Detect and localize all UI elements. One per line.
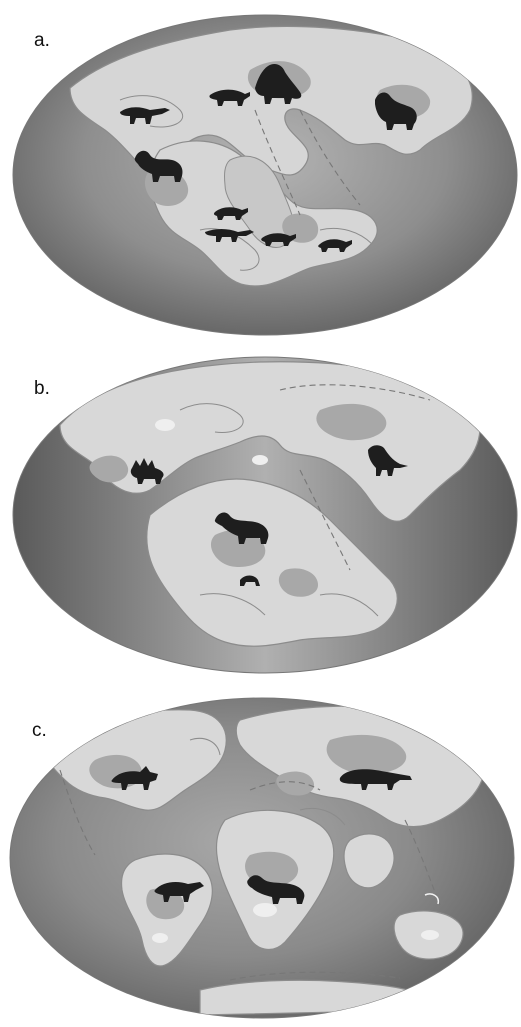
sauropod-silhouette-icon: [247, 875, 305, 904]
coastline-b-2: [199, 593, 266, 616]
coastline-c-2: [299, 807, 346, 826]
theropod-silhouette-icon: [368, 445, 408, 476]
panel-c: c.: [0, 680, 521, 1027]
coastline-a-3: [319, 227, 373, 245]
stegosaur-silhouette-icon: [130, 458, 164, 484]
quadruped-silhouette-icon: [240, 575, 260, 586]
plate-boundary-a-2: [299, 109, 361, 206]
ceratopsian-silhouette-icon: [111, 766, 158, 790]
coastline-b-1: [179, 403, 244, 434]
continent-laurasia-b: [59, 361, 481, 522]
continent-india-c: [343, 833, 395, 889]
lake-c-2: [152, 933, 168, 943]
plate-boundary-c-4: [229, 971, 401, 981]
lake-c-1: [253, 903, 277, 917]
quadruped-silhouette-icon: [318, 239, 352, 252]
panel-label-b: b.: [34, 378, 50, 399]
map-c: [9, 697, 515, 1019]
plate-boundary-b-2: [299, 469, 351, 571]
sauropod-silhouette-icon: [134, 150, 183, 182]
coastline-b-3: [319, 593, 379, 617]
quadruped-silhouette-icon: [213, 207, 248, 220]
quadruped-silhouette-icon: [154, 882, 204, 902]
sauropod-silhouette-icon: [375, 92, 417, 130]
plate-boundary-c-1: [59, 769, 96, 856]
panel-a: a.: [0, 0, 521, 340]
sauropod-silhouette-icon: [214, 512, 269, 544]
coastline-a-1: [119, 95, 183, 128]
highland-b-1: [316, 403, 387, 441]
theropod-silhouette-icon: [205, 229, 254, 242]
coastline-c-1: [189, 737, 221, 756]
plate-boundary-b-1: [279, 384, 431, 401]
continent-africa-india-a: [224, 155, 295, 248]
lake-b-1: [155, 419, 175, 431]
highland-b-2: [89, 455, 129, 483]
plate-boundary-a-1: [254, 109, 301, 216]
highland-c-5: [276, 771, 315, 796]
quadruped-silhouette-icon: [209, 89, 250, 106]
sauropod-silhouette-icon: [339, 769, 412, 790]
panel-label-c: c.: [32, 720, 47, 741]
panel-b: b.: [0, 340, 521, 680]
sauropod-silhouette-icon: [255, 64, 302, 104]
highland-b-3: [210, 529, 266, 568]
lake-b-2: [252, 455, 268, 465]
coastline-a-2: [199, 228, 260, 271]
map-b: [12, 356, 518, 674]
panel-label-a: a.: [34, 30, 50, 51]
quadruped-silhouette-icon: [261, 233, 296, 246]
highland-c-2: [326, 734, 407, 775]
highland-a-4: [282, 213, 319, 243]
map-a: [12, 14, 518, 336]
theropod-silhouette-icon: [120, 107, 170, 124]
continent-gondwana-b: [146, 478, 398, 647]
highland-b-4: [278, 568, 318, 597]
coastline-c-3: [424, 893, 440, 905]
lake-c-3: [421, 930, 439, 940]
